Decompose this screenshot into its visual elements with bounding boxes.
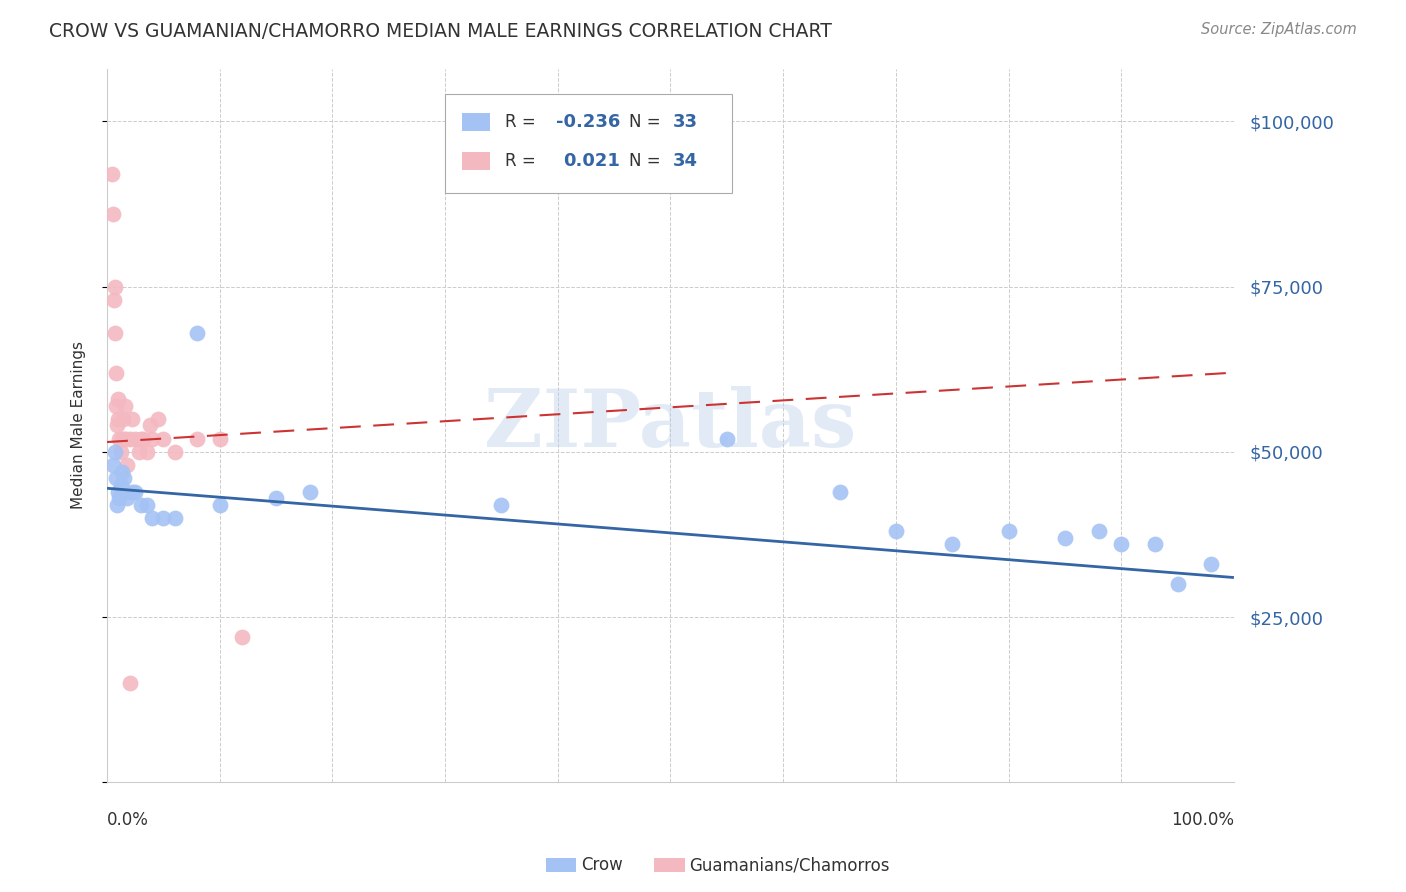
Point bbox=[110, 478, 132, 492]
Point bbox=[100, 167, 122, 181]
Point bbox=[1144, 537, 1167, 551]
Point bbox=[117, 458, 139, 472]
Point bbox=[118, 432, 141, 446]
Point bbox=[129, 498, 152, 512]
Point bbox=[105, 418, 128, 433]
Text: Source: ZipAtlas.com: Source: ZipAtlas.com bbox=[1201, 22, 1357, 37]
Point bbox=[146, 412, 169, 426]
Point bbox=[103, 293, 125, 307]
Point bbox=[264, 491, 287, 506]
Point bbox=[108, 432, 131, 446]
Text: ZIPatlas: ZIPatlas bbox=[485, 386, 856, 465]
Text: R =: R = bbox=[505, 113, 541, 131]
Text: N =: N = bbox=[628, 153, 665, 170]
Point bbox=[104, 279, 127, 293]
Point bbox=[491, 498, 513, 512]
Point bbox=[1087, 524, 1109, 539]
Bar bbox=[463, 153, 491, 170]
Point bbox=[111, 412, 134, 426]
Y-axis label: Median Male Earnings: Median Male Earnings bbox=[72, 342, 86, 509]
Text: N =: N = bbox=[628, 113, 665, 131]
Point bbox=[1201, 558, 1223, 572]
Point bbox=[118, 676, 141, 690]
Point bbox=[186, 326, 208, 340]
Point bbox=[105, 498, 128, 512]
Text: -0.236: -0.236 bbox=[555, 113, 620, 131]
Point bbox=[107, 484, 129, 499]
Point bbox=[104, 445, 127, 459]
Point bbox=[997, 524, 1019, 539]
Point bbox=[231, 630, 253, 644]
Point bbox=[186, 432, 208, 446]
Point bbox=[135, 445, 157, 459]
FancyBboxPatch shape bbox=[446, 94, 733, 194]
Point bbox=[135, 498, 157, 512]
Text: Crow: Crow bbox=[581, 856, 623, 874]
Point bbox=[112, 432, 135, 446]
Point bbox=[105, 366, 128, 380]
Point bbox=[112, 471, 135, 485]
Point bbox=[101, 207, 124, 221]
Point bbox=[124, 484, 146, 499]
Text: Guamanians/Chamorros: Guamanians/Chamorros bbox=[689, 856, 890, 874]
Point bbox=[111, 432, 134, 446]
Point bbox=[884, 524, 907, 539]
Text: 33: 33 bbox=[672, 113, 697, 131]
Point bbox=[298, 484, 321, 499]
Point bbox=[208, 432, 231, 446]
Point bbox=[114, 399, 136, 413]
Point bbox=[101, 458, 124, 472]
Text: 0.0%: 0.0% bbox=[107, 811, 149, 829]
Point bbox=[105, 399, 128, 413]
Point bbox=[208, 498, 231, 512]
Bar bbox=[463, 113, 491, 131]
Point bbox=[111, 465, 134, 479]
Point bbox=[124, 432, 146, 446]
Point bbox=[828, 484, 851, 499]
Point bbox=[115, 432, 138, 446]
Point bbox=[716, 432, 738, 446]
Point bbox=[1167, 577, 1189, 591]
Point bbox=[141, 432, 163, 446]
Point bbox=[107, 392, 129, 406]
Text: 0.021: 0.021 bbox=[564, 153, 620, 170]
Text: 34: 34 bbox=[672, 153, 697, 170]
Point bbox=[1109, 537, 1132, 551]
Text: 100.0%: 100.0% bbox=[1171, 811, 1234, 829]
Point bbox=[105, 471, 128, 485]
Point bbox=[152, 511, 174, 525]
Point bbox=[139, 418, 162, 433]
Point bbox=[128, 445, 150, 459]
Point bbox=[1053, 531, 1076, 545]
Point bbox=[132, 432, 155, 446]
Point bbox=[941, 537, 963, 551]
Point bbox=[129, 432, 152, 446]
Text: CROW VS GUAMANIAN/CHAMORRO MEDIAN MALE EARNINGS CORRELATION CHART: CROW VS GUAMANIAN/CHAMORRO MEDIAN MALE E… bbox=[49, 22, 832, 41]
Point bbox=[141, 511, 163, 525]
Point bbox=[107, 412, 129, 426]
Point bbox=[121, 484, 143, 499]
Point bbox=[163, 445, 186, 459]
Point bbox=[108, 491, 131, 506]
Point bbox=[163, 511, 186, 525]
Point bbox=[104, 326, 127, 340]
Text: R =: R = bbox=[505, 153, 541, 170]
Point bbox=[117, 491, 139, 506]
Point bbox=[121, 412, 143, 426]
Point bbox=[152, 432, 174, 446]
Point bbox=[110, 445, 132, 459]
